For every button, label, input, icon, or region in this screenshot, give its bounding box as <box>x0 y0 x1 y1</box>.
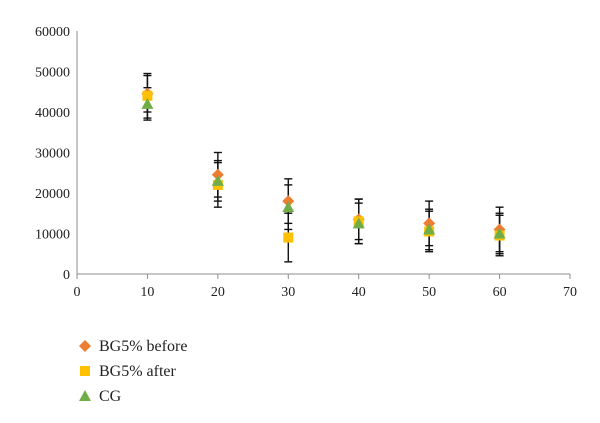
data-point-diamond <box>423 217 436 230</box>
data-point-triangle <box>352 217 365 229</box>
data-point-square <box>283 232 294 243</box>
error-bars <box>143 72 504 263</box>
data-point-triangle <box>493 227 506 239</box>
y-tick-label: 10000 <box>35 228 70 243</box>
legend-triangle-icon <box>79 390 91 401</box>
x-tick-label: 60 <box>493 285 507 300</box>
data-point-diamond <box>282 195 295 208</box>
y-tick-label: 60000 <box>35 25 70 40</box>
legend-diamond-icon <box>79 340 91 352</box>
x-tick-label: 50 <box>422 285 436 300</box>
x-tick-label: 70 <box>563 285 577 300</box>
x-tick-label: 20 <box>211 285 225 300</box>
legend-square-icon <box>80 366 90 376</box>
legend-label: CG <box>99 388 122 405</box>
y-tick-label: 20000 <box>35 187 70 202</box>
legend-label: BG5% after <box>99 363 177 380</box>
y-tick-label: 50000 <box>35 66 70 81</box>
data-point-triangle <box>141 97 154 109</box>
data-point-triangle <box>282 201 295 213</box>
data-markers <box>141 87 506 243</box>
x-tick-label: 30 <box>281 285 295 300</box>
chart-legend: BG5% before BG5% after CG <box>79 338 187 405</box>
data-point-diamond <box>211 168 224 181</box>
data-point-triangle <box>423 223 436 235</box>
x-tick-label: 40 <box>352 285 366 300</box>
x-tick-label: 0 <box>74 285 81 300</box>
y-tick-label: 0 <box>63 268 70 283</box>
y-tick-label: 30000 <box>35 147 70 162</box>
legend-label: BG5% before <box>99 338 187 355</box>
data-point-triangle <box>211 174 224 186</box>
data-point-square <box>142 90 153 101</box>
x-tick-label: 10 <box>140 285 154 300</box>
y-tick-label: 40000 <box>35 106 70 121</box>
chart-axes: 0 10 20 30 40 50 60 70 0 10000 20000 30000 40000 5000… <box>35 25 577 300</box>
